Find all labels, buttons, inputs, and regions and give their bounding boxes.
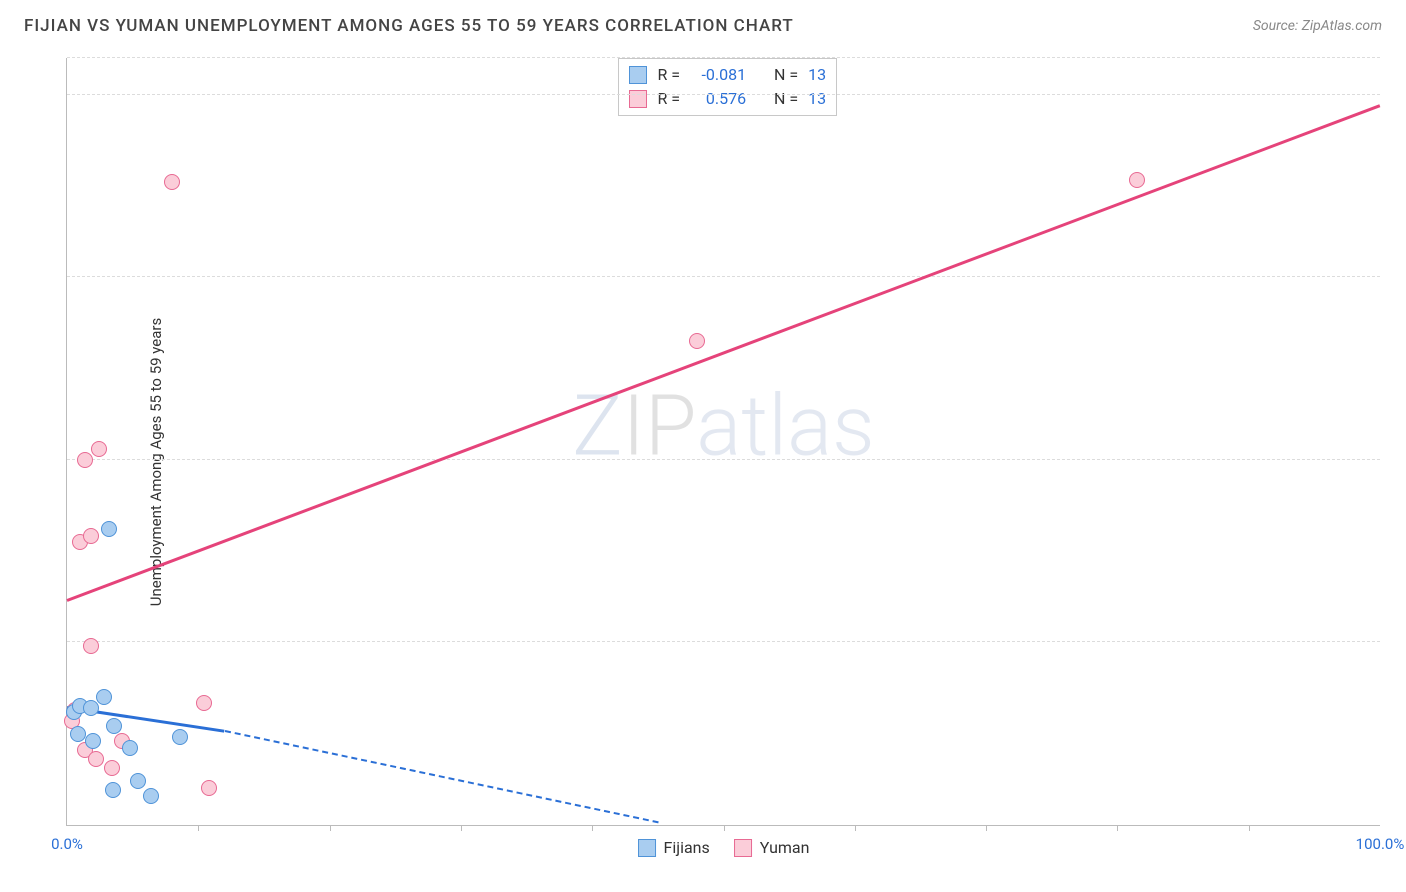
x-tick — [198, 825, 199, 831]
legend-swatch — [629, 66, 647, 84]
chart-container: Unemployment Among Ages 55 to 59 years Z… — [18, 50, 1388, 874]
data-point — [164, 174, 180, 190]
gridline — [67, 459, 1380, 460]
data-point — [83, 638, 99, 654]
data-point — [77, 452, 93, 468]
data-point — [196, 695, 212, 711]
x-tick-label: 0.0% — [51, 835, 83, 853]
chart-title: FIJIAN VS YUMAN UNEMPLOYMENT AMONG AGES … — [24, 16, 794, 36]
data-point — [106, 718, 122, 734]
series-legend: Fijians Yuman — [638, 838, 810, 857]
data-point — [91, 441, 107, 457]
data-point — [70, 726, 86, 742]
data-point — [122, 740, 138, 756]
data-point — [96, 689, 112, 705]
data-point — [105, 782, 121, 798]
gridline — [67, 57, 1380, 58]
legend-row: R = 0.576 N = 13 — [629, 87, 826, 111]
x-tick — [986, 825, 987, 831]
y-tick-label: 40.0% — [1386, 68, 1406, 86]
data-point — [83, 528, 99, 544]
data-point — [88, 751, 104, 767]
data-point — [172, 729, 188, 745]
data-point — [143, 788, 159, 804]
trend-line — [224, 730, 658, 823]
data-point — [85, 733, 101, 749]
gridline — [67, 94, 1380, 95]
y-tick-label: 10.0% — [1386, 615, 1406, 633]
x-tick-label: 100.0% — [1356, 835, 1405, 853]
trend-line — [66, 104, 1380, 602]
y-tick-label: 20.0% — [1386, 433, 1406, 451]
data-point — [1129, 172, 1145, 188]
x-tick — [724, 825, 725, 831]
x-tick — [1117, 825, 1118, 831]
gridline — [67, 641, 1380, 642]
x-tick — [461, 825, 462, 831]
x-tick — [330, 825, 331, 831]
data-point — [101, 521, 117, 537]
data-point — [201, 780, 217, 796]
gridline — [67, 276, 1380, 277]
data-point — [104, 760, 120, 776]
source-label: Source: ZipAtlas.com — [1253, 18, 1382, 34]
legend-row: R = -0.081 N = 13 — [629, 63, 826, 87]
legend-swatch — [638, 839, 656, 857]
legend-label: Fijians — [664, 838, 710, 857]
x-tick — [1249, 825, 1250, 831]
data-point — [130, 773, 146, 789]
y-tick-label: 30.0% — [1386, 250, 1406, 268]
legend-item: Fijians — [638, 838, 710, 857]
correlation-legend: R = -0.081 N = 13R = 0.576 N = 13 — [618, 58, 837, 116]
data-point — [689, 333, 705, 349]
legend-swatch — [734, 839, 752, 857]
legend-item: Yuman — [734, 838, 810, 857]
legend-label: Yuman — [760, 838, 810, 857]
x-tick — [855, 825, 856, 831]
x-tick — [592, 825, 593, 831]
data-point — [83, 700, 99, 716]
plot-area: ZIPatlas R = -0.081 N = 13R = 0.576 N = … — [66, 58, 1380, 826]
